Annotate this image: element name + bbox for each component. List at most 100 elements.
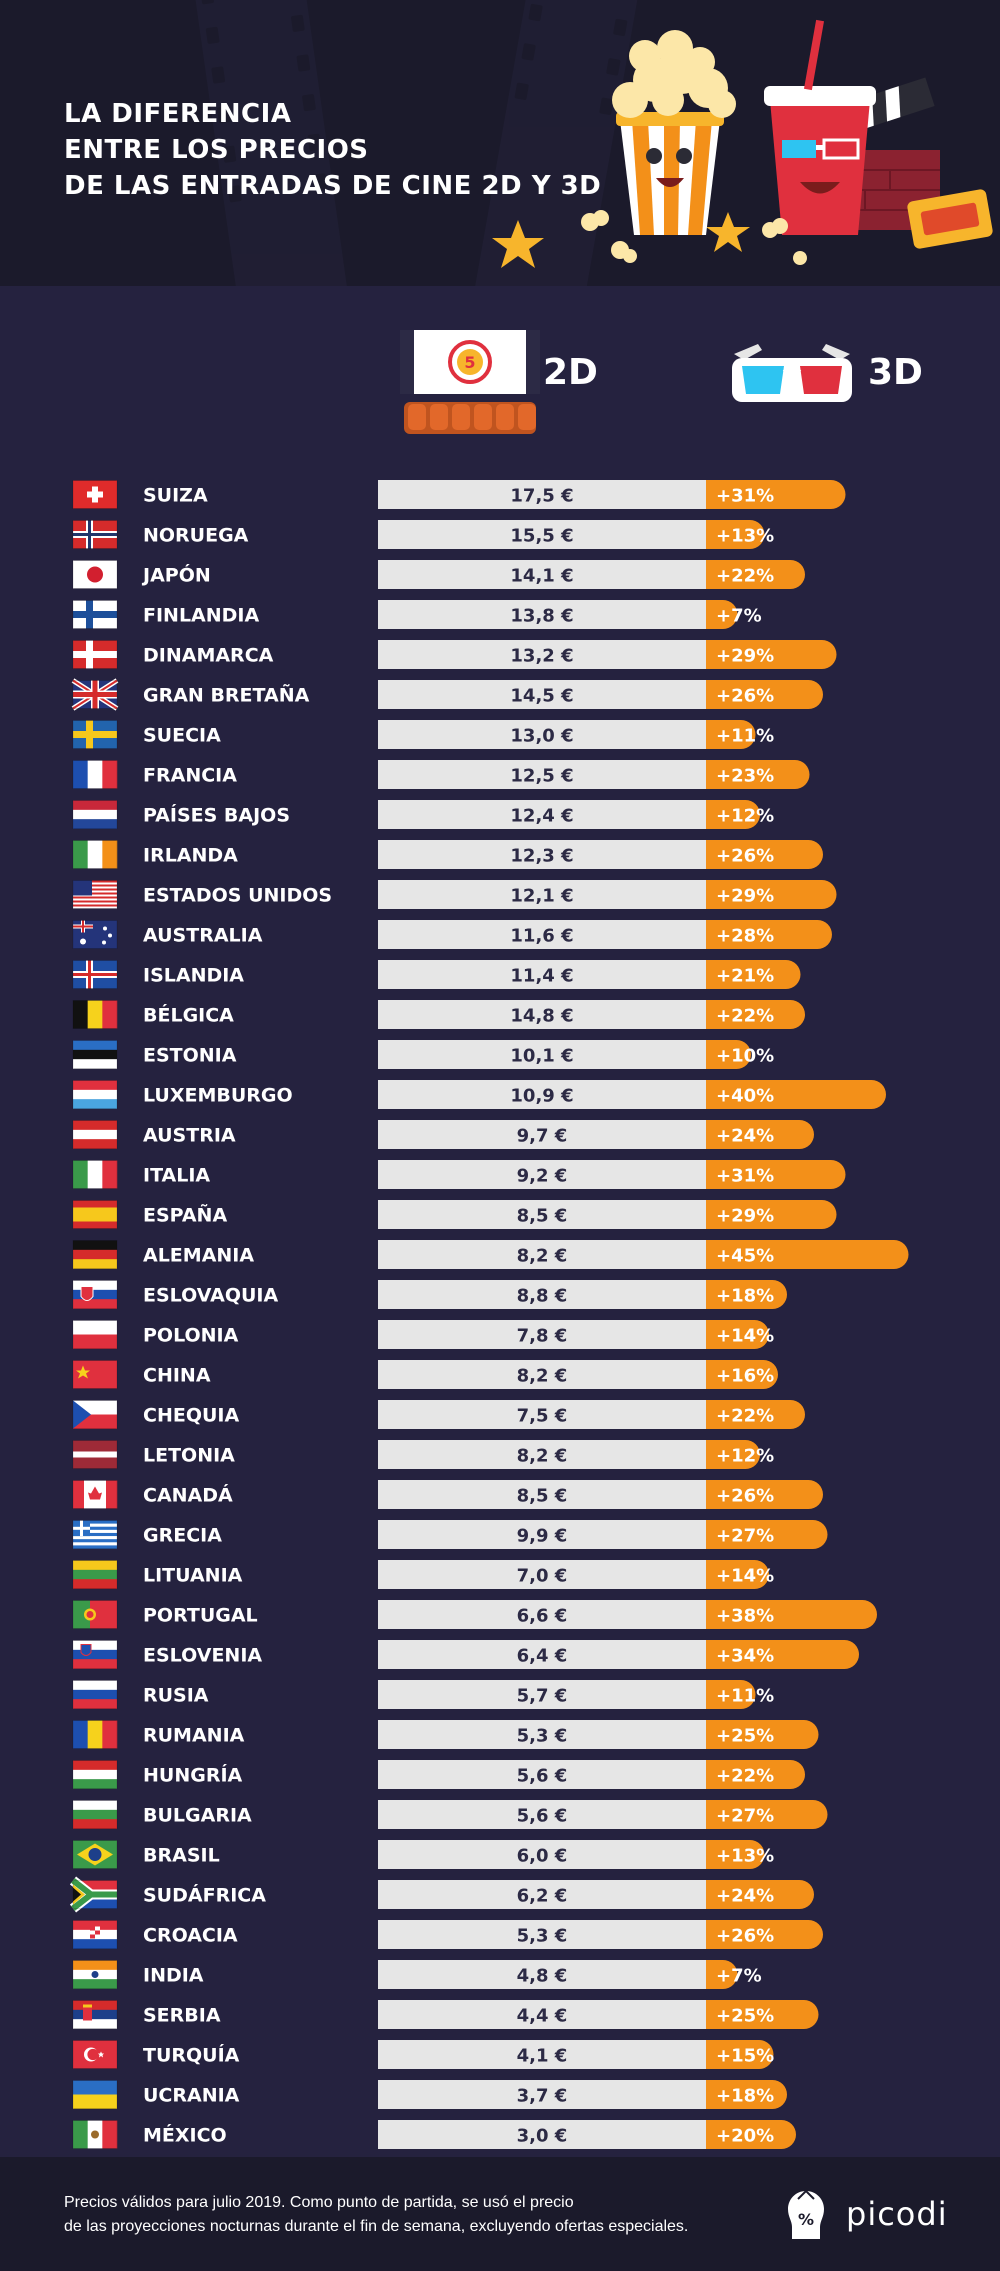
bar-3d [706,1960,738,1989]
chart-row: ESPAÑA 8,5 € +29% [72,1200,837,1229]
pct-3d-label: +40% [716,1086,774,1107]
country-label: HUNGRÍA [143,1764,243,1787]
svg-text:5: 5 [464,353,475,372]
country-label: FRANCIA [143,765,237,787]
bar-3d [706,760,810,789]
star-icon [706,212,750,252]
flag-turkey-icon [72,2040,118,2069]
bar-3d [706,720,756,749]
price-2d-label: 13,2 € [510,646,573,667]
pct-3d-label: +31% [716,1166,774,1187]
price-2d-label: 7,0 € [517,1566,568,1587]
popcorn-and-soda-illustration [492,19,993,268]
bar-3d [706,1360,778,1389]
flag-australia-icon [72,920,118,949]
price-2d-label: 14,8 € [510,1006,573,1027]
country-label: NORUEGA [143,525,249,547]
flag-serbia-icon [72,2000,118,2029]
price-2d-label: 4,1 € [517,2046,568,2067]
bar-2d [378,600,706,629]
flag-sweden-icon [72,720,118,749]
country-label: ISLANDIA [143,965,244,987]
flag-india-icon [72,1960,118,1989]
bar-3d [706,1040,751,1069]
bar-3d [706,1720,819,1749]
pct-3d-label: +26% [716,1486,774,1507]
price-2d-label: 3,7 € [517,2086,568,2107]
price-2d-label: 13,0 € [510,726,573,747]
flag-germany-icon [72,1240,118,1269]
pct-3d-label: +20% [716,2126,774,2147]
chart-row: SUDÁFRICA 6,2 € +24% [69,1876,814,1913]
bar-2d [378,840,706,869]
country-label: MÉXICO [143,2124,227,2147]
chart-row: RUMANIA 5,3 € +25% [72,1720,819,1749]
price-2d-label: 6,4 € [517,1646,568,1667]
bar-3d [706,1080,886,1109]
price-2d-label: 5,6 € [517,1806,568,1827]
pct-3d-label: +14% [716,1566,774,1587]
flag-belgium-icon [72,1000,118,1029]
chart-row: BULGARIA 5,6 € +27% [72,1800,828,1829]
pct-3d-label: +24% [716,1126,774,1147]
chart-row: SUIZA 17,5 € +31% [72,480,846,509]
chart-row: POLONIA 7,8 € +14% [72,1320,774,1349]
bar-3d [706,1160,846,1189]
country-label: SUIZA [143,485,208,507]
country-label: ALEMANIA [143,1245,254,1267]
flag-luxembourg-icon [72,1080,118,1109]
chart-row: CROACIA 5,3 € +26% [72,1920,823,1949]
flag-uk-icon [71,678,119,711]
svg-text:%: % [798,2210,814,2229]
pct-3d-label: +7% [716,1966,762,1987]
country-label: CANADÁ [143,1484,233,1507]
pct-3d-label: +22% [716,1766,774,1787]
price-2d-label: 12,1 € [510,886,573,907]
country-label: RUMANIA [143,1725,245,1747]
chart-row: LUXEMBURGO 10,9 € +40% [72,1080,886,1109]
bar-2d [378,800,706,829]
footnote: Precios válidos para julio 2019. Como pu… [64,2191,784,2239]
bar-3d [706,880,837,909]
bar-3d [706,640,837,669]
price-2d-label: 3,0 € [517,2126,568,2147]
bar-3d [706,1920,823,1949]
chart-row: HUNGRÍA 5,6 € +22% [72,1760,805,1789]
country-label: SUDÁFRICA [143,1884,266,1907]
pct-3d-label: +28% [716,926,774,947]
flag-iceland-icon [72,960,118,989]
price-2d-label: 11,4 € [510,966,573,987]
bar-3d [706,2080,787,2109]
bar-2d [378,1280,706,1309]
bar-2d [378,1440,706,1469]
pct-3d-label: +34% [716,1646,774,1667]
bar-3d [706,1640,859,1669]
pct-3d-label: +23% [716,766,774,787]
bar-3d [706,1240,909,1269]
bar-2d [378,520,706,549]
price-2d-label: 6,6 € [517,1606,568,1627]
bar-3d [706,1480,823,1509]
flag-netherlands-icon [72,800,118,829]
pct-3d-label: +12% [716,1446,774,1467]
flag-denmark-icon [72,640,118,669]
pct-3d-label: +27% [716,1526,774,1547]
pct-3d-label: +13% [716,1846,774,1867]
chart-row: AUSTRIA 9,7 € +24% [72,1120,814,1149]
chart-row: IRLANDA 12,3 € +26% [72,840,823,869]
bar-3d [706,1400,805,1429]
chart-row: INDIA 4,8 € +7% [72,1960,762,1989]
bar-2d [378,1720,706,1749]
flag-greece-icon [72,1520,118,1549]
bar-3d [706,1680,756,1709]
bar-3d [706,1800,828,1829]
chart-row: FINLANDIA 13,8 € +7% [72,600,762,629]
bar-2d [378,1000,706,1029]
flag-ukraine-icon [72,2080,118,2109]
chart-row: GRECIA 9,9 € +27% [72,1520,828,1549]
price-2d-label: 14,1 € [510,566,573,587]
bar-2d [378,1960,706,1989]
chart-row: ISLANDIA 11,4 € +21% [72,960,801,989]
price-2d-label: 13,8 € [510,606,573,627]
star-icon [492,220,544,268]
